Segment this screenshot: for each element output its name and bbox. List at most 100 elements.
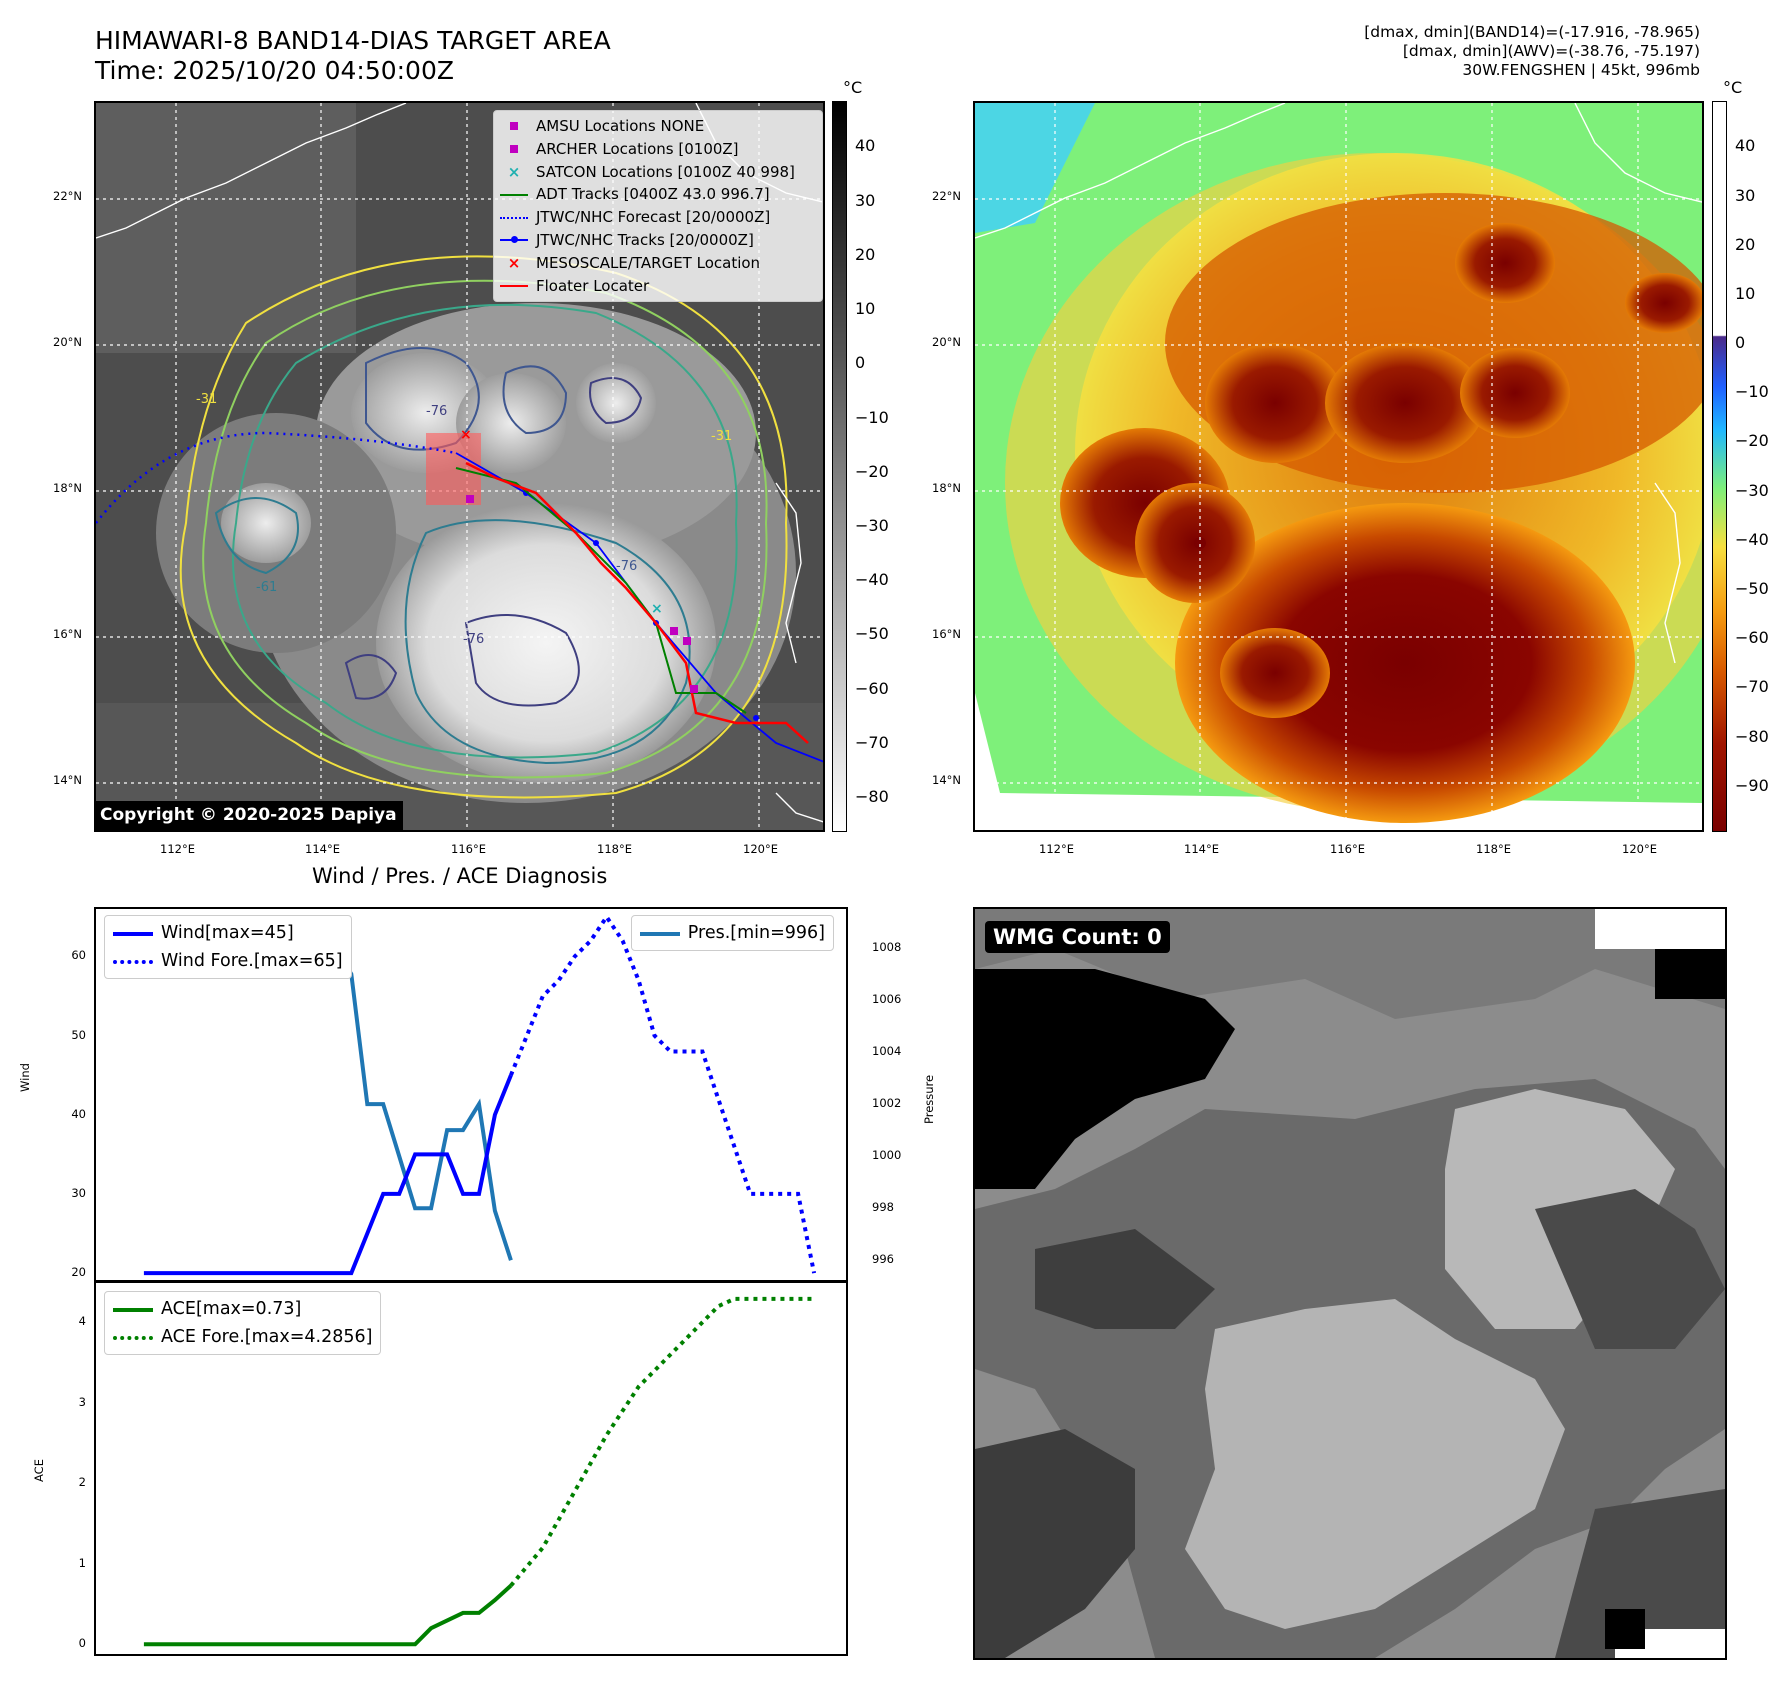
wind-legend: Wind[max=45] Wind Fore.[max=65]	[104, 915, 352, 979]
lon-tick: 112°E	[160, 842, 195, 856]
dotted-line-icon	[500, 211, 528, 225]
diagnosis-title: Wind / Pres. / ACE Diagnosis	[312, 864, 608, 888]
axis-tick: 0	[78, 1636, 86, 1651]
ace-forecast-line	[509, 1296, 815, 1587]
stats-awv: [dmax, dmin](AWV)=(-38.76, -75.197)	[1402, 42, 1700, 60]
wind-ylabel: Wind	[18, 1063, 32, 1092]
line-icon	[500, 188, 528, 202]
colorbar-tick: −40	[855, 570, 889, 590]
archer-location-marker	[466, 495, 474, 503]
contour-label: -76	[616, 559, 637, 574]
colorbar-tick: 0	[855, 353, 866, 373]
lat-tick: 20°N	[53, 335, 82, 349]
line-dot-icon	[500, 233, 528, 247]
x-marker-icon: ×	[507, 254, 521, 273]
wind-forecast-line	[509, 913, 817, 1274]
lat-tick: 18°N	[53, 481, 82, 495]
title-line-1: HIMAWARI-8 BAND14-DIAS TARGET AREA	[95, 26, 611, 55]
legend-wind: Wind[max=45]	[161, 923, 294, 943]
lat-tick: 22°N	[53, 189, 82, 203]
lat-tick: 16°N	[932, 627, 961, 641]
lon-tick: 116°E	[1330, 842, 1365, 856]
ace-legend: ACE[max=0.73] ACE Fore.[max=4.2856]	[104, 1291, 382, 1355]
axis-tick: 4	[78, 1314, 86, 1329]
lat-tick: 20°N	[932, 335, 961, 349]
colorbar-tick: −50	[1735, 579, 1769, 599]
dotted-line-icon	[113, 1330, 153, 1344]
lon-tick: 112°E	[1039, 842, 1074, 856]
legend-floater: Floater Locater	[500, 275, 816, 298]
legend-label: JTWC/NHC Tracks [20/0000Z]	[536, 230, 754, 249]
lat-tick: 18°N	[932, 481, 961, 495]
mesoscale-target-marker: ×	[460, 427, 472, 443]
legend-label: JTWC/NHC Forecast [20/0000Z]	[536, 208, 771, 227]
colorbar-tick: 30	[855, 190, 876, 210]
lat-tick: 22°N	[932, 189, 961, 203]
ace-ylabel: ACE	[32, 1459, 46, 1482]
colorbar-tick: −60	[855, 678, 889, 698]
solid-line-icon	[113, 1302, 153, 1316]
axis-tick: 2	[78, 1475, 86, 1490]
wmg-count-badge: WMG Count: 0	[985, 921, 1170, 953]
axis-tick: 1	[78, 1555, 86, 1570]
ace-series-line	[143, 1584, 513, 1647]
colorbar-tick: 20	[1735, 234, 1756, 254]
legend-jtwc-forecast: JTWC/NHC Forecast [20/0000Z]	[500, 206, 816, 229]
legend-amsu: AMSU Locations NONE	[500, 115, 816, 138]
dotted-line-icon	[113, 954, 153, 968]
axis-tick: 1000	[872, 1148, 902, 1163]
colorbar-tick: −60	[1735, 628, 1769, 648]
axis-tick: 1004	[872, 1044, 902, 1059]
legend-ace-fore: ACE Fore.[max=4.2856]	[161, 1327, 373, 1347]
legend-adt: ADT Tracks [0400Z 43.0 996.7]	[500, 183, 816, 206]
lon-tick: 120°E	[743, 842, 778, 856]
colorbar-tick: 40	[855, 136, 876, 156]
band14-map-left: × × -76 -76 -76 -31 -61 -31 AMSU Locatio…	[94, 101, 825, 832]
axis-tick: 1008	[872, 940, 902, 955]
wmg-panel: WMG Count: 0	[973, 907, 1727, 1660]
colorbar-unit-left: °C	[843, 78, 863, 97]
stats-storm: 30W.FENGSHEN | 45kt, 996mb	[1462, 61, 1700, 79]
colorbar-tick: −70	[855, 732, 889, 752]
contour-label: -61	[256, 580, 277, 595]
colorbar-tick: −20	[855, 461, 889, 481]
pressure-ylabel: Pressure	[922, 1074, 936, 1124]
axis-tick: 996	[872, 1252, 894, 1267]
axis-tick: 40	[71, 1106, 86, 1121]
contour-label: -76	[426, 404, 447, 419]
x-marker-icon: ×	[507, 162, 521, 181]
wind-series-line	[143, 1074, 513, 1276]
square-marker-icon	[500, 119, 528, 133]
colorbar-tick: 20	[855, 244, 876, 264]
legend-satcon: × SATCON Locations [0100Z 40 998]	[500, 161, 816, 184]
awv-map-svg	[975, 103, 1702, 830]
lon-tick: 120°E	[1622, 842, 1657, 856]
map-legend: AMSU Locations NONE ARCHER Locations [01…	[493, 110, 823, 303]
colorbar-tick: 10	[1735, 283, 1756, 303]
wmg-pixel-map	[975, 909, 1725, 1658]
legend-label: AMSU Locations NONE	[536, 117, 705, 135]
axis-tick: 3	[78, 1394, 86, 1409]
axis-tick: 1002	[872, 1096, 902, 1111]
legend-label: SATCON Locations [0100Z 40 998]	[536, 162, 795, 181]
colorbar-tick: −30	[855, 516, 889, 535]
legend-label: MESOSCALE/TARGET Location	[536, 253, 761, 272]
colorbar-tick: −80	[1735, 726, 1769, 746]
colorbar-tick: −20	[1735, 431, 1769, 451]
lon-tick: 118°E	[597, 842, 632, 856]
line-icon	[500, 279, 528, 293]
legend-pres: Pres.[min=996]	[687, 923, 825, 943]
colorbar-tick: −40	[1735, 529, 1769, 549]
colorbar-right	[1712, 101, 1727, 832]
contour-label: -31	[196, 392, 217, 407]
figure-title: HIMAWARI-8 BAND14-DIAS TARGET AREA Time:…	[95, 26, 611, 86]
colorbar-tick: −10	[855, 407, 889, 427]
awv-map-right	[973, 101, 1704, 832]
colorbar-tick: 10	[855, 299, 876, 319]
axis-tick: 20	[71, 1265, 86, 1280]
legend-jtwc-tracks: JTWC/NHC Tracks [20/0000Z]	[500, 229, 816, 252]
legend-label: ARCHER Locations [0100Z]	[536, 139, 739, 158]
contour-label: -76	[463, 632, 484, 647]
copyright-label: Copyright © 2020-2025 Dapiya	[96, 801, 403, 830]
stats-block: [dmax, dmin](BAND14)=(-17.916, -78.965) …	[1364, 23, 1700, 80]
